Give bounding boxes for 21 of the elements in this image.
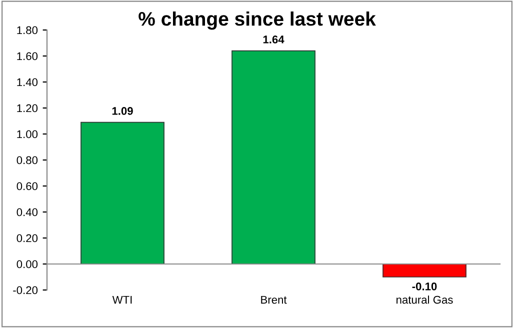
data-label: 1.64 (263, 36, 284, 44)
bar (232, 50, 316, 264)
y-tick-label: 1.40 (17, 78, 38, 86)
bar (382, 264, 466, 278)
data-label: 1.09 (112, 107, 133, 115)
x-tick-label: Brent (261, 296, 287, 304)
x-tick-label: natural Gas (396, 296, 453, 304)
data-label: -0.10 (412, 282, 437, 290)
y-tick-label: 1.20 (17, 104, 38, 112)
y-tick-label: 0.20 (16, 234, 38, 242)
y-tick-label: -0.20 (13, 286, 38, 294)
y-tick-label: 0.60 (16, 182, 38, 190)
y-tick-label: 0.40 (16, 208, 38, 216)
y-tick-label: 0.80 (16, 156, 38, 164)
x-tick-label: WTI (112, 296, 132, 304)
y-tick-label: 1.60 (17, 52, 38, 60)
y-tick-label: 1.00 (17, 130, 38, 138)
y-tick-label: 1.80 (17, 26, 38, 34)
bar (80, 122, 164, 264)
y-tick-label: 0.00 (16, 260, 38, 268)
chart-title: % change since last week (138, 11, 376, 30)
